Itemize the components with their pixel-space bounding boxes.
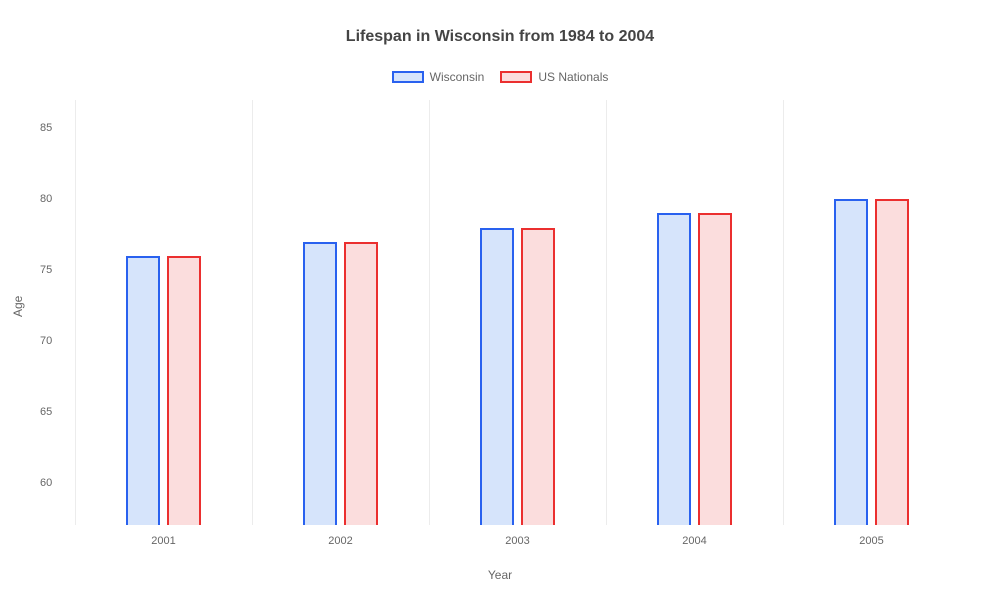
legend-label: Wisconsin [430, 70, 485, 84]
bar[interactable] [126, 256, 160, 525]
y-tick-label: 60 [40, 477, 52, 489]
legend-item[interactable]: Wisconsin [392, 70, 485, 84]
bar[interactable] [344, 242, 378, 525]
bar[interactable] [167, 256, 201, 525]
bar[interactable] [875, 199, 909, 525]
legend-swatch [392, 71, 424, 83]
y-tick-label: 65 [40, 406, 52, 418]
chart-title: Lifespan in Wisconsin from 1984 to 2004 [0, 28, 1000, 46]
bar[interactable] [303, 242, 337, 525]
x-tick-label: 2002 [328, 535, 352, 547]
legend-swatch [500, 71, 532, 83]
legend: Wisconsin US Nationals [0, 70, 1000, 84]
grid-line [75, 100, 76, 525]
x-axis-label: Year [0, 568, 1000, 582]
chart-container: Lifespan in Wisconsin from 1984 to 2004 … [0, 0, 1000, 600]
y-tick-label: 70 [40, 335, 52, 347]
bar[interactable] [834, 199, 868, 525]
bar[interactable] [657, 213, 691, 525]
grid-line [783, 100, 784, 525]
bar[interactable] [480, 228, 514, 526]
y-tick-label: 85 [40, 122, 52, 134]
bar[interactable] [521, 228, 555, 526]
plot-area: 60657075808520012002200320042005 [75, 100, 960, 525]
legend-item[interactable]: US Nationals [500, 70, 608, 84]
legend-label: US Nationals [538, 70, 608, 84]
grid-line [252, 100, 253, 525]
grid-line [606, 100, 607, 525]
y-axis-label: Age [11, 296, 25, 317]
x-tick-label: 2001 [151, 535, 175, 547]
bar[interactable] [698, 213, 732, 525]
y-tick-label: 80 [40, 193, 52, 205]
y-tick-label: 75 [40, 264, 52, 276]
x-tick-label: 2004 [682, 535, 706, 547]
x-tick-label: 2003 [505, 535, 529, 547]
x-tick-label: 2005 [859, 535, 883, 547]
grid-line [429, 100, 430, 525]
